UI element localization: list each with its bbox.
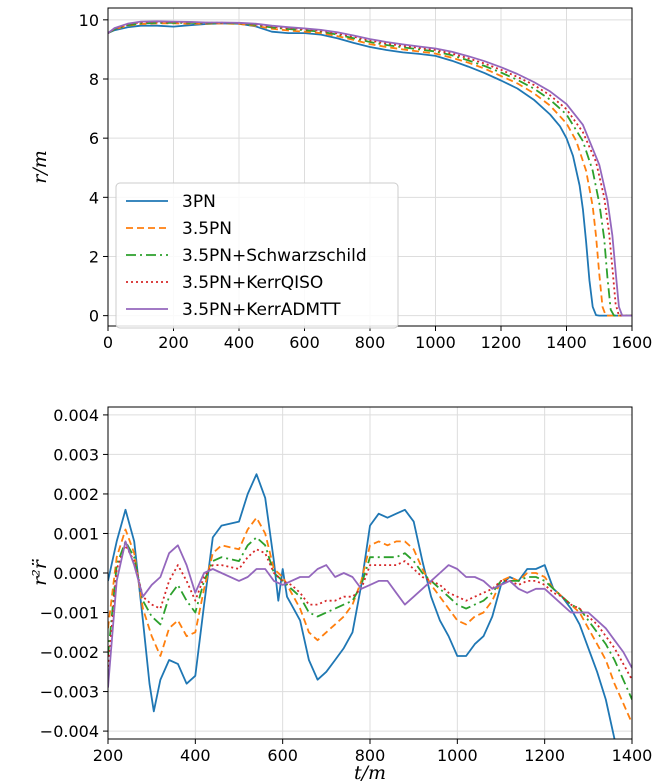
x-tick-label: 1600 (612, 333, 653, 352)
x-tick-label: 600 (267, 746, 298, 765)
legend-entry-label: 3.5PN+KerrADMTT (182, 300, 341, 320)
series-line-3-5pn-kerradmtt (108, 20, 632, 317)
x-tick-label: 1200 (524, 746, 565, 765)
y-tick-label: 4 (89, 188, 99, 207)
y-axis-label: r²r̈ (29, 558, 51, 586)
x-tick-label: 800 (355, 746, 386, 765)
y-axis-label: r/m (29, 150, 51, 184)
y-tick-label: −0.003 (40, 683, 99, 702)
x-tick-label: 1400 (612, 746, 653, 765)
x-tick-label: 1200 (481, 333, 522, 352)
y-tick-label: 2 (89, 247, 99, 266)
y-tick-label: −0.001 (40, 604, 99, 623)
x-tick-label: 1000 (437, 746, 478, 765)
series-line-3-5pn (108, 516, 632, 724)
series-line-3-5pn-kerrqiso (108, 544, 632, 681)
y-tick-label: 6 (89, 129, 99, 148)
y-tick-label: −0.002 (40, 643, 99, 662)
bottom-chart-r2-rddot: 200 400 600 800 1000 1200 1400 0.004 0.003 0.002 0… (29, 406, 652, 781)
series-group (108, 20, 632, 317)
x-tick-label: 0 (103, 333, 113, 352)
x-axis-label: t/m (354, 762, 386, 781)
x-tick-label: 1000 (415, 333, 456, 352)
y-tick-label: 0.001 (53, 524, 99, 543)
series-group (108, 473, 632, 739)
legend-entry-label: 3.5PN+KerrQISO (182, 273, 323, 293)
legend-entry-label: 3PN (182, 192, 216, 212)
series-line-3pn (108, 473, 616, 739)
x-tick-label: 400 (180, 746, 211, 765)
y-tick-label: 0.004 (53, 406, 99, 425)
y-tick-label: 0.002 (53, 485, 99, 504)
series-line-3-5pn-kerradmtt (108, 540, 632, 688)
y-tick-label: −0.004 (40, 722, 99, 741)
x-tick-label: 1400 (546, 333, 587, 352)
plot-frame (107, 406, 633, 740)
y-tick-label: 0.003 (53, 445, 99, 464)
legend-entry-label: 3.5PN+Schwarzschild (182, 246, 367, 266)
top-chart-r-over-m: 0 200 400 600 800 1000 1200 1400 1600 0 2 4 6 8 10 r/m 3… (29, 7, 653, 352)
x-tick-label: 800 (355, 333, 386, 352)
y-tick-label: 0.000 (53, 564, 99, 583)
series-line-3-5pn-schwarzschild (108, 536, 632, 700)
y-tick-label: 10 (79, 11, 99, 30)
legend: 3PN 3.5PN 3.5PN+Schwarzschild 3.5PN+KerrQIS… (115, 182, 399, 329)
legend-entry-label: 3.5PN (182, 219, 232, 239)
y-tick-label: 8 (89, 70, 99, 89)
x-tick-label: 400 (224, 333, 255, 352)
x-tick-label: 200 (158, 333, 189, 352)
y-tick-label: 0 (89, 307, 99, 326)
legend-box (115, 182, 399, 329)
x-tick-label: 600 (289, 333, 320, 352)
x-tick-label: 200 (93, 746, 124, 765)
